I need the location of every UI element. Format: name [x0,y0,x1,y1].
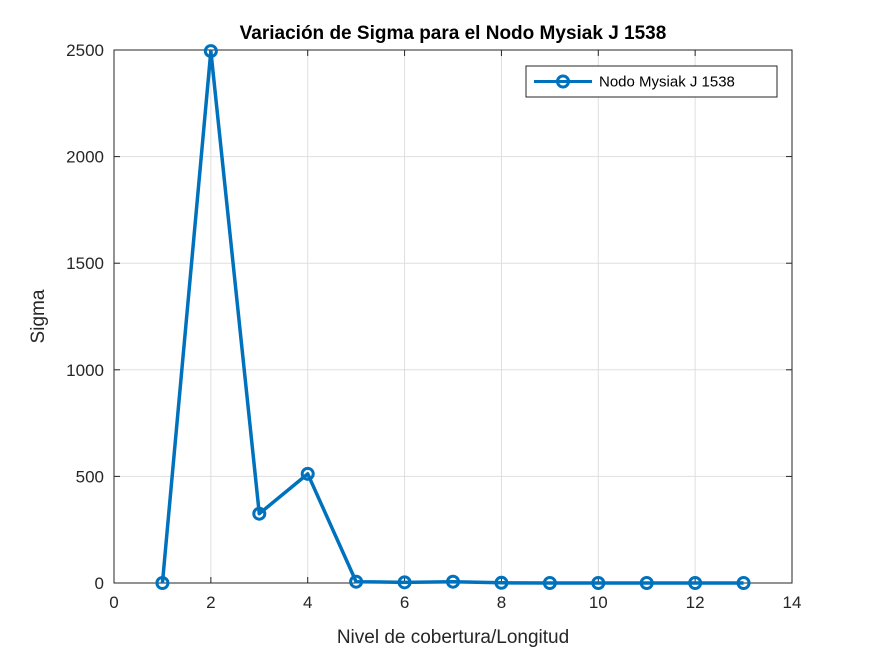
x-tick-labels: 0 2 4 6 8 10 12 14 [109,593,801,612]
chart-title: Variación de Sigma para el Nodo Mysiak J… [240,23,667,44]
y-tick-label: 2000 [66,148,104,167]
data-point [203,44,218,59]
series-line [160,49,744,585]
series-layer [155,44,751,590]
y-tick-label: 0 [95,574,104,593]
data-point [155,576,170,590]
x-tick-label: 8 [497,593,506,612]
y-tick-label: 2500 [66,41,104,60]
legend-marker-sample [556,74,570,89]
data-point [639,576,654,590]
data-point [252,506,267,521]
y-tick-label: 500 [76,467,104,486]
data-point [591,576,606,590]
y-tick-label: 1000 [66,361,104,380]
x-tick-label: 10 [589,593,608,612]
data-point [688,576,703,590]
x-tick-label: 6 [400,593,409,612]
axis-ticks [113,49,793,584]
data-point [446,574,460,589]
x-axis-label: Nivel de cobertura/Longitud [337,627,569,648]
data-point [494,575,509,590]
data-point [300,466,315,481]
x-tick-label: 4 [303,593,312,612]
y-tick-label: 1500 [66,254,104,273]
legend: Nodo Mysiak J 1538 [525,65,778,98]
y-axis-label: Sigma [28,289,49,343]
data-point [397,575,412,590]
data-point [542,576,557,590]
x-tick-label: 2 [206,593,215,612]
x-tick-label: 12 [686,593,705,612]
x-tick-label: 14 [783,593,802,612]
x-tick-label: 0 [109,593,118,612]
legend-entry-label: Nodo Mysiak J 1538 [599,74,735,91]
y-tick-labels: 0 500 1000 1500 2000 2500 [66,41,104,593]
data-point [736,576,751,590]
data-point [349,574,364,589]
